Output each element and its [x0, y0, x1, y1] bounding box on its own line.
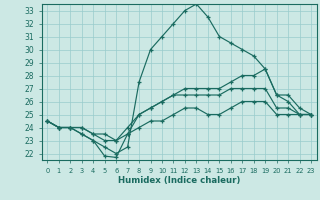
X-axis label: Humidex (Indice chaleur): Humidex (Indice chaleur)	[118, 176, 240, 185]
